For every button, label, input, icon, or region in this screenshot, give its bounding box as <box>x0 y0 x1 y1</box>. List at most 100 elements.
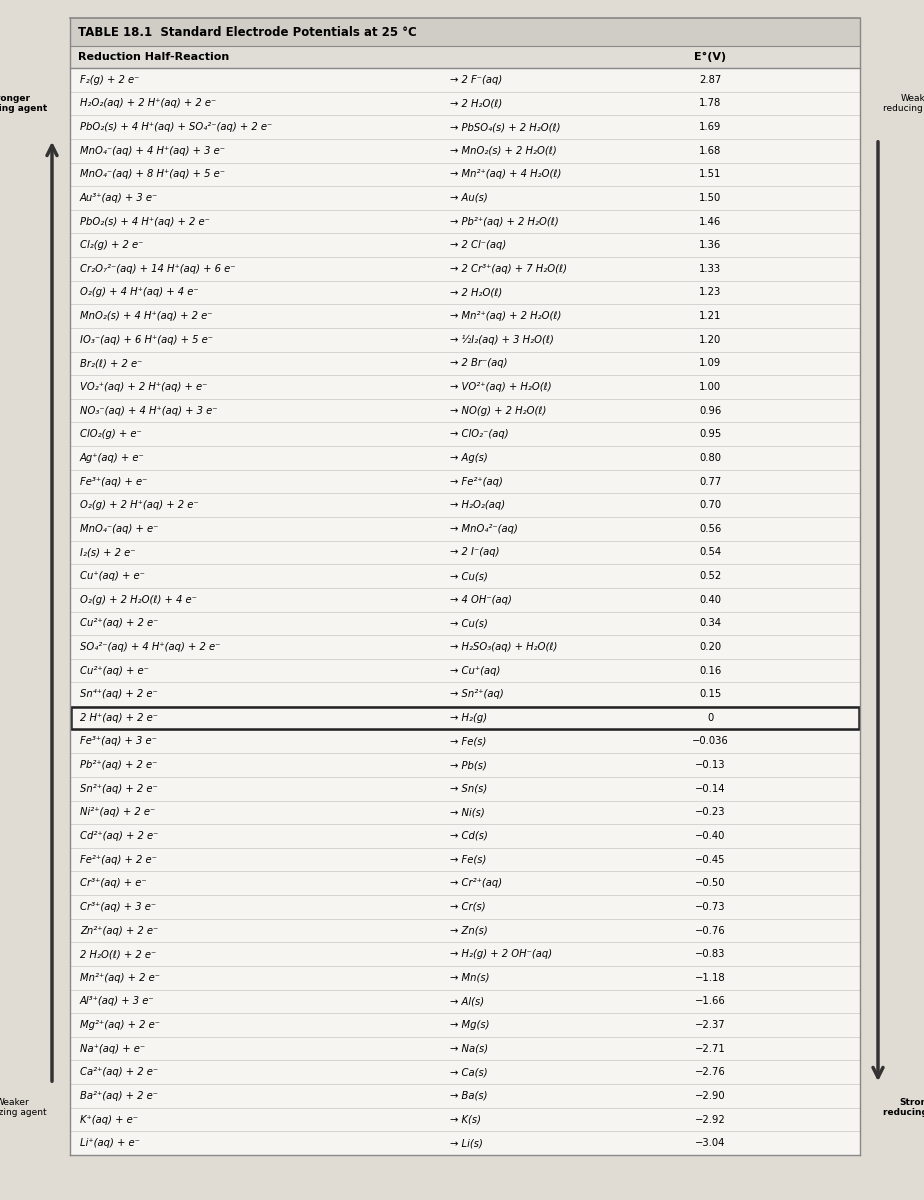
Text: −0.23: −0.23 <box>695 808 725 817</box>
Text: 1.78: 1.78 <box>699 98 721 108</box>
Text: → Fe(s): → Fe(s) <box>450 854 486 865</box>
Text: 2 H₂O(ℓ) + 2 e⁻: 2 H₂O(ℓ) + 2 e⁻ <box>80 949 156 959</box>
Text: 0.54: 0.54 <box>699 547 721 558</box>
Text: → Ca(s): → Ca(s) <box>450 1067 488 1078</box>
Bar <box>70 46 860 68</box>
Bar <box>71 707 859 728</box>
Text: MnO₄⁻(aq) + 4 H⁺(aq) + 3 e⁻: MnO₄⁻(aq) + 4 H⁺(aq) + 3 e⁻ <box>80 145 225 156</box>
Text: 2.87: 2.87 <box>699 74 721 85</box>
Text: 1.23: 1.23 <box>699 288 721 298</box>
Text: Stronger
reducing agent: Stronger reducing agent <box>883 1098 924 1117</box>
Text: 1.46: 1.46 <box>699 216 721 227</box>
Text: O₂(g) + 2 H₂O(ℓ) + 4 e⁻: O₂(g) + 2 H₂O(ℓ) + 4 e⁻ <box>80 595 197 605</box>
Text: E°(V): E°(V) <box>694 52 726 62</box>
Text: Cu²⁺(aq) + e⁻: Cu²⁺(aq) + e⁻ <box>80 666 149 676</box>
Text: → Cd(s): → Cd(s) <box>450 830 488 841</box>
Text: O₂(g) + 4 H⁺(aq) + 4 e⁻: O₂(g) + 4 H⁺(aq) + 4 e⁻ <box>80 288 199 298</box>
Text: −2.76: −2.76 <box>695 1067 725 1078</box>
Text: −1.18: −1.18 <box>695 973 725 983</box>
Text: −0.83: −0.83 <box>695 949 725 959</box>
Text: → 2 H₂O(ℓ): → 2 H₂O(ℓ) <box>450 98 503 108</box>
Text: PbO₂(s) + 4 H⁺(aq) + SO₄²⁻(aq) + 2 e⁻: PbO₂(s) + 4 H⁺(aq) + SO₄²⁻(aq) + 2 e⁻ <box>80 122 273 132</box>
Text: −0.036: −0.036 <box>692 737 728 746</box>
Text: 0.56: 0.56 <box>699 523 721 534</box>
Text: → MnO₂(s) + 2 H₂O(ℓ): → MnO₂(s) + 2 H₂O(ℓ) <box>450 145 557 156</box>
Text: Ag⁺(aq) + e⁻: Ag⁺(aq) + e⁻ <box>80 452 145 463</box>
Text: 2 H⁺(aq) + 2 e⁻: 2 H⁺(aq) + 2 e⁻ <box>80 713 158 722</box>
Text: → Mn(s): → Mn(s) <box>450 973 490 983</box>
Text: 0.95: 0.95 <box>699 430 721 439</box>
Text: → H₂SO₃(aq) + H₂O(ℓ): → H₂SO₃(aq) + H₂O(ℓ) <box>450 642 557 652</box>
Text: PbO₂(s) + 4 H⁺(aq) + 2 e⁻: PbO₂(s) + 4 H⁺(aq) + 2 e⁻ <box>80 216 210 227</box>
Text: → ClO₂⁻(aq): → ClO₂⁻(aq) <box>450 430 508 439</box>
Text: → Sn²⁺(aq): → Sn²⁺(aq) <box>450 689 504 700</box>
Text: → Mg(s): → Mg(s) <box>450 1020 490 1030</box>
Text: → Cr²⁺(aq): → Cr²⁺(aq) <box>450 878 502 888</box>
Text: → Pb²⁺(aq) + 2 H₂O(ℓ): → Pb²⁺(aq) + 2 H₂O(ℓ) <box>450 216 559 227</box>
Text: Pb²⁺(aq) + 2 e⁻: Pb²⁺(aq) + 2 e⁻ <box>80 760 157 770</box>
Text: Cl₂(g) + 2 e⁻: Cl₂(g) + 2 e⁻ <box>80 240 143 251</box>
Text: → PbSO₄(s) + 2 H₂O(ℓ): → PbSO₄(s) + 2 H₂O(ℓ) <box>450 122 561 132</box>
Text: K⁺(aq) + e⁻: K⁺(aq) + e⁻ <box>80 1115 138 1124</box>
Text: F₂(g) + 2 e⁻: F₂(g) + 2 e⁻ <box>80 74 140 85</box>
Text: → NO(g) + 2 H₂O(ℓ): → NO(g) + 2 H₂O(ℓ) <box>450 406 546 415</box>
Text: → K(s): → K(s) <box>450 1115 481 1124</box>
Text: 1.00: 1.00 <box>699 382 721 392</box>
Text: 1.68: 1.68 <box>699 145 721 156</box>
Text: VO₂⁺(aq) + 2 H⁺(aq) + e⁻: VO₂⁺(aq) + 2 H⁺(aq) + e⁻ <box>80 382 207 392</box>
Text: Au³⁺(aq) + 3 e⁻: Au³⁺(aq) + 3 e⁻ <box>80 193 158 203</box>
Text: Li⁺(aq) + e⁻: Li⁺(aq) + e⁻ <box>80 1138 140 1148</box>
Text: 0.34: 0.34 <box>699 618 721 629</box>
Text: H₂O₂(aq) + 2 H⁺(aq) + 2 e⁻: H₂O₂(aq) + 2 H⁺(aq) + 2 e⁻ <box>80 98 216 108</box>
Text: −0.73: −0.73 <box>695 902 725 912</box>
Text: Fe³⁺(aq) + e⁻: Fe³⁺(aq) + e⁻ <box>80 476 147 486</box>
Text: → H₂O₂(aq): → H₂O₂(aq) <box>450 500 505 510</box>
Text: 1.33: 1.33 <box>699 264 721 274</box>
Text: → Mn²⁺(aq) + 4 H₂O(ℓ): → Mn²⁺(aq) + 4 H₂O(ℓ) <box>450 169 562 179</box>
Text: Cu²⁺(aq) + 2 e⁻: Cu²⁺(aq) + 2 e⁻ <box>80 618 158 629</box>
Text: Cr³⁺(aq) + e⁻: Cr³⁺(aq) + e⁻ <box>80 878 147 888</box>
Text: Sn²⁺(aq) + 2 e⁻: Sn²⁺(aq) + 2 e⁻ <box>80 784 158 793</box>
Text: → Mn²⁺(aq) + 2 H₂O(ℓ): → Mn²⁺(aq) + 2 H₂O(ℓ) <box>450 311 562 322</box>
Text: I₂(s) + 2 e⁻: I₂(s) + 2 e⁻ <box>80 547 136 558</box>
Bar <box>70 18 860 1154</box>
Text: 0.16: 0.16 <box>699 666 721 676</box>
Text: → H₂(g): → H₂(g) <box>450 713 487 722</box>
Text: NO₃⁻(aq) + 4 H⁺(aq) + 3 e⁻: NO₃⁻(aq) + 4 H⁺(aq) + 3 e⁻ <box>80 406 217 415</box>
Text: −3.04: −3.04 <box>695 1138 725 1148</box>
Text: IO₃⁻(aq) + 6 H⁺(aq) + 5 e⁻: IO₃⁻(aq) + 6 H⁺(aq) + 5 e⁻ <box>80 335 213 344</box>
Text: Cr³⁺(aq) + 3 e⁻: Cr³⁺(aq) + 3 e⁻ <box>80 902 156 912</box>
Text: −0.14: −0.14 <box>695 784 725 793</box>
Text: Cd²⁺(aq) + 2 e⁻: Cd²⁺(aq) + 2 e⁻ <box>80 830 158 841</box>
Text: → 2 H₂O(ℓ): → 2 H₂O(ℓ) <box>450 288 503 298</box>
Text: 0.20: 0.20 <box>699 642 721 652</box>
Text: −0.13: −0.13 <box>695 760 725 770</box>
Text: Stronger
oxidizing agent: Stronger oxidizing agent <box>0 94 47 113</box>
Text: 1.09: 1.09 <box>699 359 721 368</box>
Text: 1.69: 1.69 <box>699 122 722 132</box>
Text: Mg²⁺(aq) + 2 e⁻: Mg²⁺(aq) + 2 e⁻ <box>80 1020 160 1030</box>
Text: −1.66: −1.66 <box>695 996 725 1007</box>
Text: → Pb(s): → Pb(s) <box>450 760 487 770</box>
Text: Zn²⁺(aq) + 2 e⁻: Zn²⁺(aq) + 2 e⁻ <box>80 925 158 936</box>
Text: Sn⁴⁺(aq) + 2 e⁻: Sn⁴⁺(aq) + 2 e⁻ <box>80 689 158 700</box>
Text: SO₄²⁻(aq) + 4 H⁺(aq) + 2 e⁻: SO₄²⁻(aq) + 4 H⁺(aq) + 2 e⁻ <box>80 642 221 652</box>
Text: −0.40: −0.40 <box>695 830 725 841</box>
Text: → Fe(s): → Fe(s) <box>450 737 486 746</box>
Text: → MnO₄²⁻(aq): → MnO₄²⁻(aq) <box>450 523 517 534</box>
Bar <box>70 18 860 46</box>
Text: −2.37: −2.37 <box>695 1020 725 1030</box>
Text: 0.40: 0.40 <box>699 595 721 605</box>
Text: → Fe²⁺(aq): → Fe²⁺(aq) <box>450 476 503 486</box>
Text: → Al(s): → Al(s) <box>450 996 484 1007</box>
Text: Br₂(ℓ) + 2 e⁻: Br₂(ℓ) + 2 e⁻ <box>80 359 142 368</box>
Text: → Cu(s): → Cu(s) <box>450 618 488 629</box>
Text: → Sn(s): → Sn(s) <box>450 784 487 793</box>
Text: → 4 OH⁻(aq): → 4 OH⁻(aq) <box>450 595 512 605</box>
Text: → Cr(s): → Cr(s) <box>450 902 486 912</box>
Text: → Ni(s): → Ni(s) <box>450 808 485 817</box>
Text: Reduction Half-Reaction: Reduction Half-Reaction <box>78 52 229 62</box>
Text: 0.52: 0.52 <box>699 571 721 581</box>
Text: 1.51: 1.51 <box>699 169 722 179</box>
Text: → 2 Cr³⁺(aq) + 7 H₂O(ℓ): → 2 Cr³⁺(aq) + 7 H₂O(ℓ) <box>450 264 567 274</box>
